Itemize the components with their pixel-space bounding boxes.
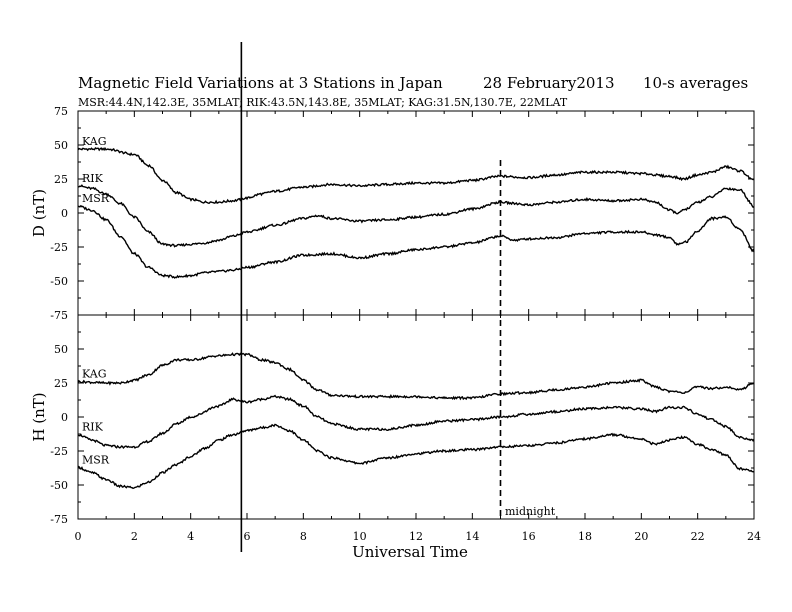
series-label-rik: RIK	[82, 421, 104, 434]
panel-frame	[77, 314, 755, 520]
series-label-kag: KAG	[82, 135, 107, 148]
midnight-annotation: midnight	[505, 505, 556, 518]
series-label-msr: MSR	[82, 453, 110, 466]
x-tick-label: 12	[409, 530, 423, 543]
x-tick-label: 2	[131, 530, 138, 543]
series-line-kag	[77, 352, 755, 401]
y-tick-label: -75	[50, 309, 68, 322]
y-tick-label: -50	[50, 479, 68, 492]
x-axis-label: Universal Time	[352, 543, 468, 561]
x-tick-label: 20	[634, 530, 648, 543]
plot-area: 75 50 25 0 -25 -50 -75 D (nT) KAG RIK MSR 50 25 0 -25 -…	[30, 42, 761, 552]
y-tick-label: 25	[54, 377, 68, 390]
series-line-kag	[77, 146, 755, 205]
x-tick-label: 10	[353, 530, 367, 543]
y-tick-label: 0	[61, 207, 68, 220]
series-line-rik	[78, 184, 755, 248]
chart-subtitle: MSR:44.4N,142.3E, 35MLAT; RIK:43.5N,143.…	[78, 96, 568, 109]
y-tick-label: 25	[54, 173, 68, 186]
series-line-rik	[77, 394, 755, 449]
x-tick-label: 24	[747, 530, 761, 543]
y-tick-label: -50	[50, 275, 68, 288]
series-label-rik: RIK	[82, 172, 104, 185]
y-tick-label: 75	[54, 105, 68, 118]
y-tick-label: 0	[61, 411, 68, 424]
x-tick-label: 22	[691, 530, 705, 543]
x-tick-label: 14	[465, 530, 479, 543]
x-tick-label: 6	[244, 530, 251, 543]
x-tick-label: 18	[578, 530, 592, 543]
panel-frame	[77, 110, 755, 316]
y-tick-label: 50	[54, 139, 68, 152]
chart-averaging: 10-s averages	[643, 74, 748, 92]
y-axis-label: H (nT)	[30, 392, 48, 441]
x-tick-label: 8	[300, 530, 307, 543]
y-tick-label: -75	[50, 513, 68, 526]
y-tick-label: -25	[50, 241, 68, 254]
series-label-msr: MSR	[82, 192, 110, 205]
series-line-msr	[77, 423, 755, 490]
y-axis-label: D (nT)	[30, 189, 48, 237]
x-tick-label: 0	[75, 530, 82, 543]
x-tick-label: 4	[187, 530, 194, 543]
chart-title: Magnetic Field Variations at 3 Stations …	[78, 74, 443, 92]
chart-date: 28 February2013	[483, 74, 615, 92]
y-tick-label: -25	[50, 445, 68, 458]
series-label-kag: KAG	[82, 368, 107, 381]
x-tick-label: 16	[522, 530, 536, 543]
series-line-msr	[77, 204, 755, 279]
y-tick-label: 50	[54, 343, 68, 356]
